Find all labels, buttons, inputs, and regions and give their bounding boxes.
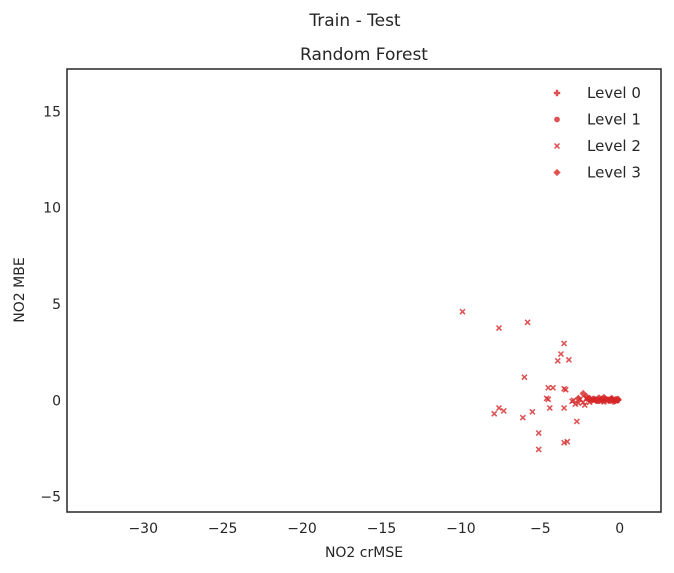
data-point — [614, 395, 622, 404]
legend-marker — [553, 142, 561, 150]
data-point — [600, 393, 608, 402]
data-point — [524, 319, 531, 326]
data-point — [598, 397, 606, 405]
data-point — [495, 325, 503, 332]
data-point — [519, 414, 526, 421]
chart-suptitle: Train - Test — [308, 11, 401, 31]
data-point — [554, 357, 561, 364]
data-point — [535, 446, 542, 453]
chart-title: Random Forest — [300, 45, 428, 65]
y-tick-label: 15 — [43, 104, 61, 120]
data-point — [546, 404, 553, 412]
data-point — [589, 395, 597, 404]
data-point — [561, 404, 568, 412]
x-axis-label: NO2 crMSE — [325, 545, 403, 561]
x-tick-label: 0 — [615, 521, 624, 537]
y-tick-label: 0 — [52, 393, 61, 409]
data-point — [608, 394, 616, 403]
plot-frame — [66, 68, 662, 513]
x-axis: −30 −25 −20 −15 −10 −5 0 — [128, 521, 624, 537]
data-point — [574, 394, 583, 403]
data-point — [575, 400, 582, 407]
data-points — [459, 308, 622, 453]
x-tick-label: −10 — [446, 521, 476, 537]
data-point — [557, 351, 564, 358]
data-point — [561, 439, 568, 446]
x-tick-label: −20 — [287, 521, 317, 537]
y-tick-label: 5 — [52, 297, 61, 313]
data-point — [573, 418, 580, 425]
data-point — [535, 429, 542, 437]
data-point — [545, 396, 552, 403]
legend-marker — [553, 89, 561, 97]
x-tick-label: −30 — [128, 521, 158, 537]
data-point — [579, 389, 587, 398]
data-point — [561, 385, 568, 392]
data-point — [500, 407, 507, 414]
legend-label: Level 2 — [587, 137, 641, 155]
y-tick-label: 10 — [43, 201, 61, 217]
legend-label: Level 0 — [587, 84, 641, 102]
x-tick-label: −5 — [530, 521, 551, 537]
x-tick-label: −15 — [367, 521, 397, 537]
x-tick-label: −25 — [208, 521, 238, 537]
y-axis-label: NO2 MBE — [12, 257, 28, 322]
data-point — [491, 410, 498, 417]
data-point — [495, 404, 503, 412]
legend-marker — [554, 116, 560, 123]
legend-label: Level 3 — [587, 164, 641, 182]
y-tick-label: −5 — [40, 490, 61, 506]
data-point — [545, 384, 552, 391]
data-point — [561, 340, 568, 347]
data-point — [529, 408, 536, 415]
data-point — [549, 384, 557, 391]
legend: Level 0 Level 1 Level 2 Level 3 — [553, 84, 641, 182]
data-point — [565, 356, 572, 363]
data-point — [521, 374, 528, 381]
legend-marker — [553, 168, 561, 177]
data-point — [459, 308, 466, 315]
y-axis: −5 0 5 10 15 — [40, 104, 61, 505]
data-point — [581, 402, 588, 409]
legend-label: Level 1 — [587, 111, 641, 129]
